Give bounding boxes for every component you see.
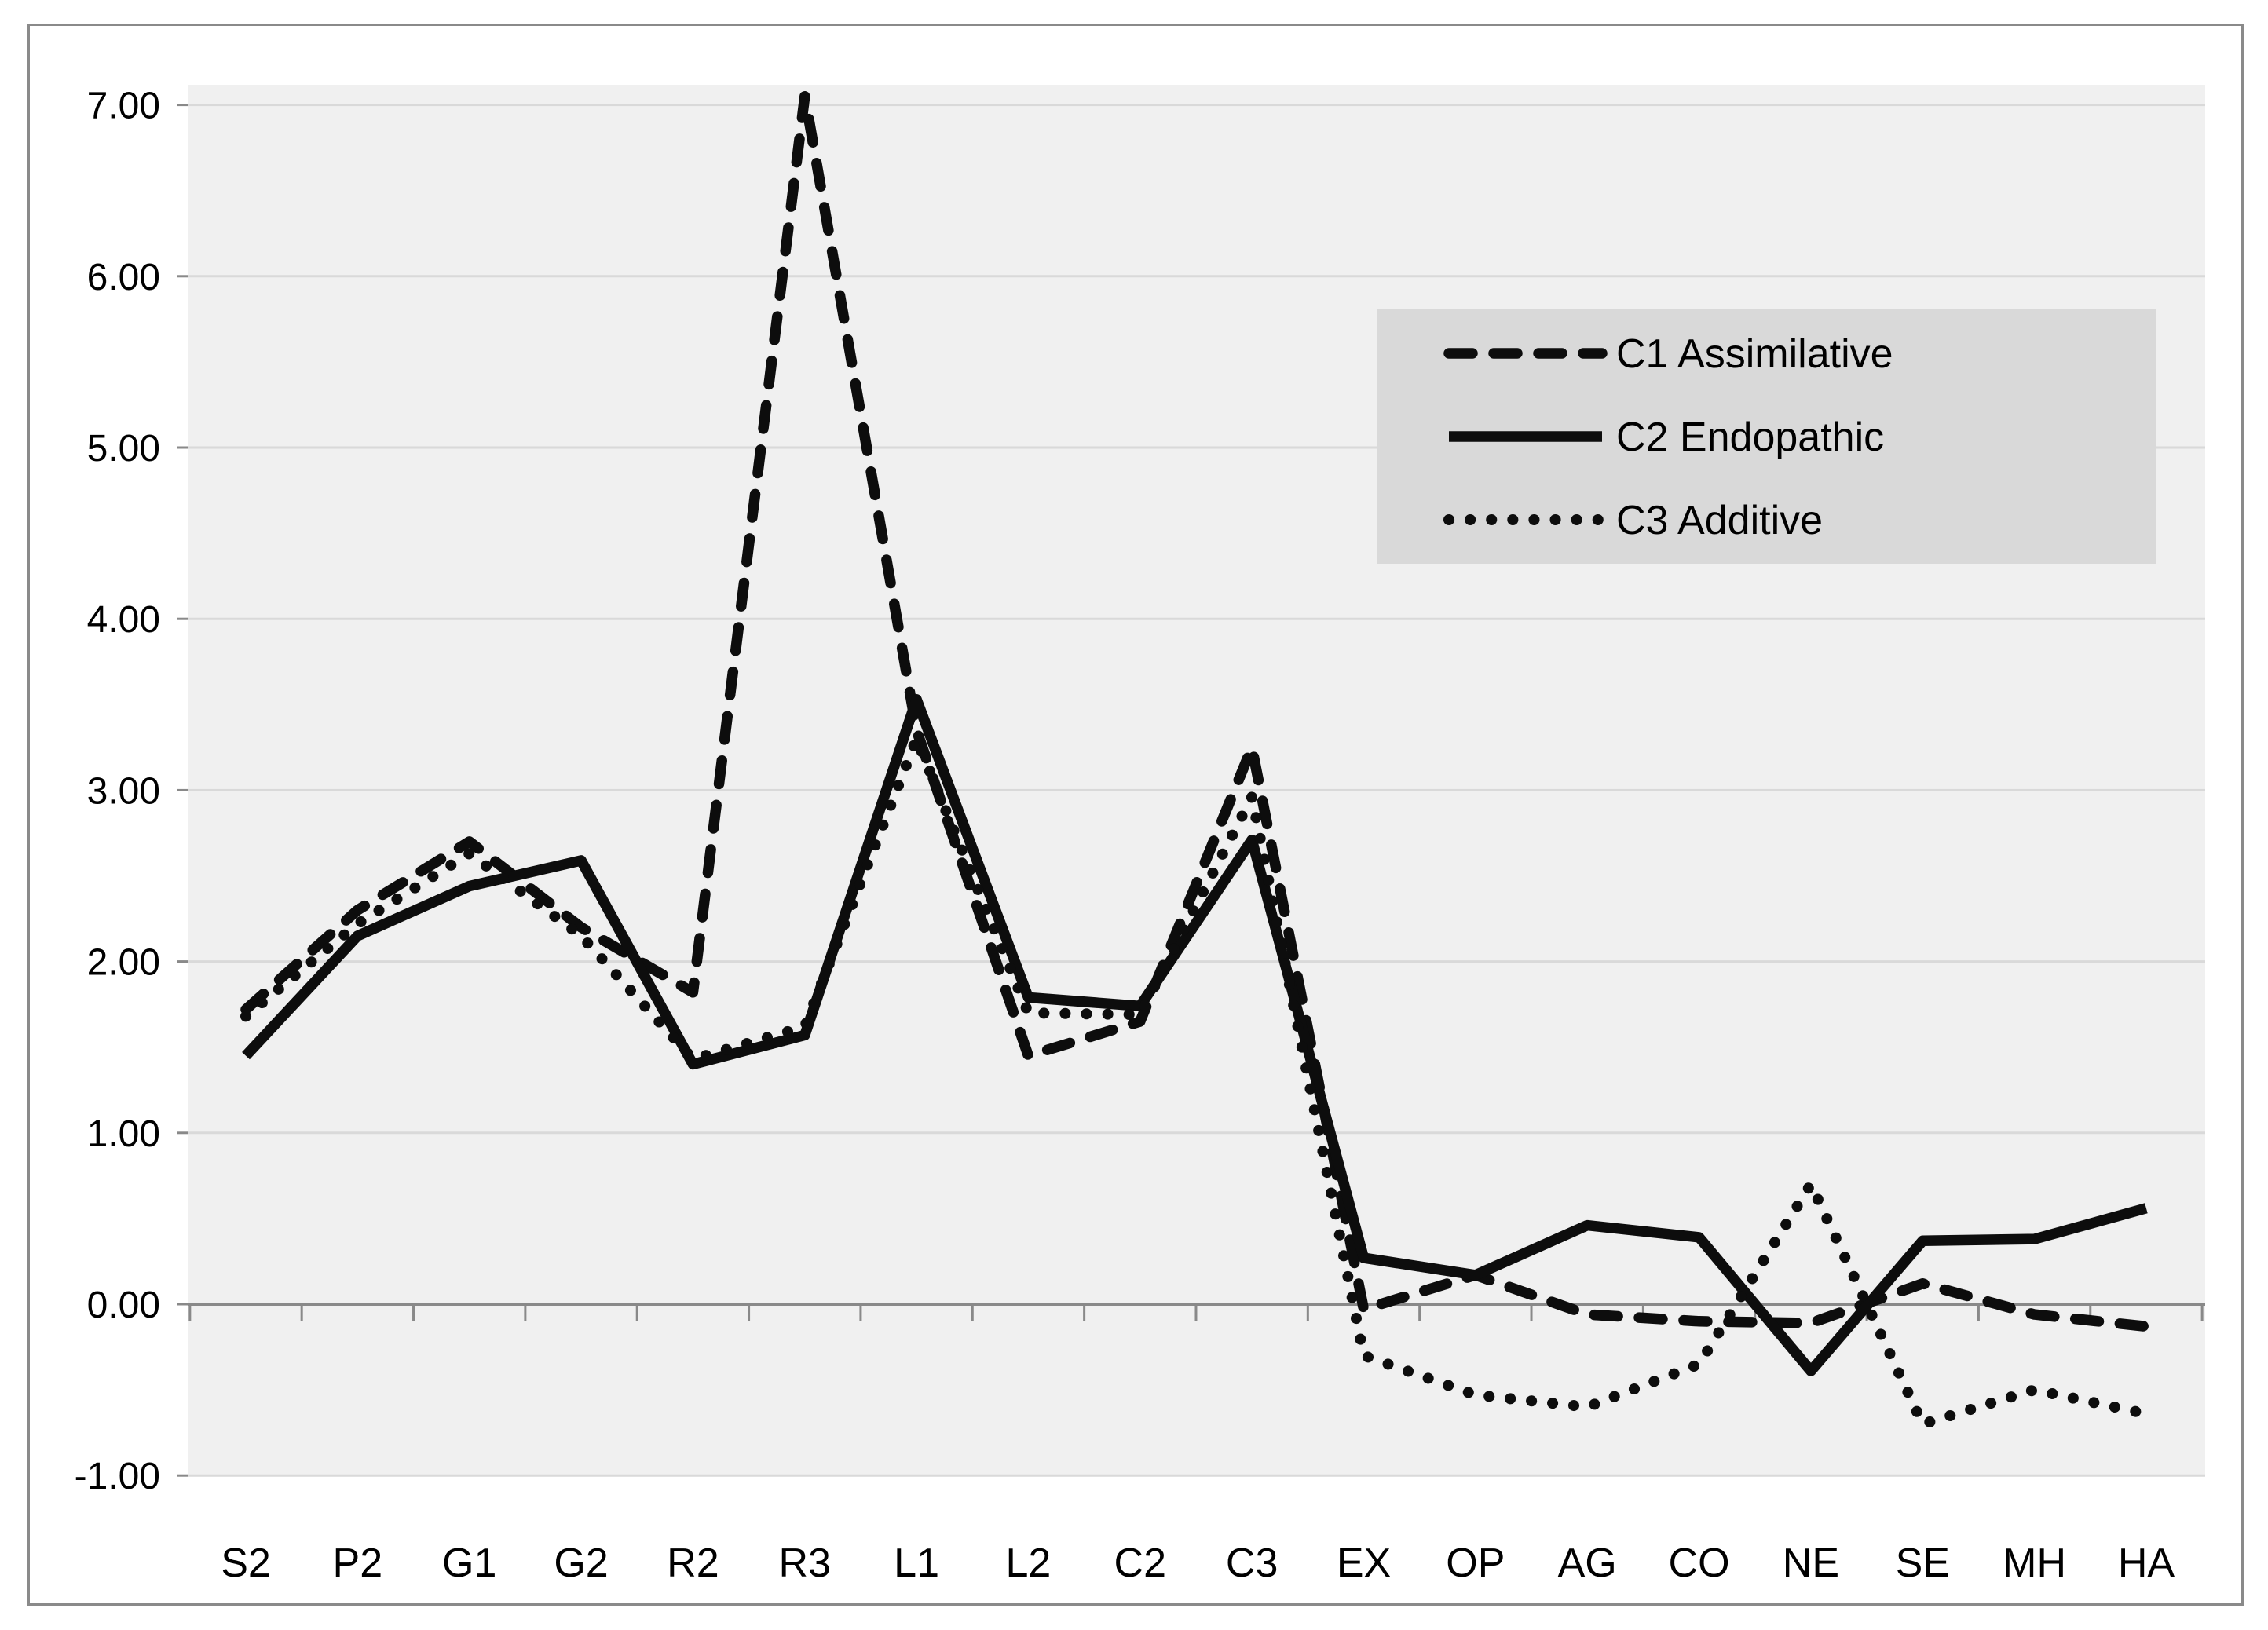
y-axis-label: 5.00 — [87, 428, 160, 470]
x-axis-label: G2 — [554, 1540, 608, 1586]
x-axis-label: R2 — [667, 1540, 719, 1586]
y-axis-label: 2.00 — [87, 942, 160, 984]
y-axis-label: 6.00 — [87, 257, 160, 298]
x-axis-label: OP — [1446, 1540, 1505, 1586]
x-axis-label: SE — [1896, 1540, 1950, 1586]
y-axis-label: 4.00 — [87, 599, 160, 641]
x-axis-label: R3 — [779, 1540, 831, 1586]
x-axis-label: G1 — [442, 1540, 496, 1586]
x-axis-label: MH — [2003, 1540, 2066, 1586]
x-axis-label: L1 — [894, 1540, 939, 1586]
x-axis-label: C2 — [1114, 1540, 1166, 1586]
x-axis-label: P2 — [333, 1540, 383, 1586]
legend-label: C2 Endopathic — [1616, 415, 1884, 460]
x-axis-label: L2 — [1006, 1540, 1052, 1586]
y-axis-label: 0.00 — [87, 1285, 160, 1326]
x-axis-label: C3 — [1226, 1540, 1278, 1586]
y-axis-label: 1.00 — [87, 1113, 160, 1155]
x-axis-label: CO — [1669, 1540, 1730, 1586]
x-axis-label: AG — [1558, 1540, 1617, 1586]
legend-label: C3 Additive — [1616, 498, 1823, 543]
x-axis-label: NE — [1783, 1540, 1839, 1586]
x-axis-label: S2 — [221, 1540, 271, 1586]
legend-label: C1 Assimilative — [1616, 331, 1893, 377]
series-line-c2-endopathic — [242, 694, 2148, 1376]
y-axis-label: -1.00 — [75, 1456, 160, 1497]
y-axis-label: 7.00 — [87, 86, 160, 127]
series-line-c1-assimilative — [240, 90, 2152, 1332]
y-axis-label: 3.00 — [87, 770, 160, 812]
x-axis-label: EX — [1337, 1540, 1391, 1586]
x-axis-label: HA — [2118, 1540, 2175, 1586]
